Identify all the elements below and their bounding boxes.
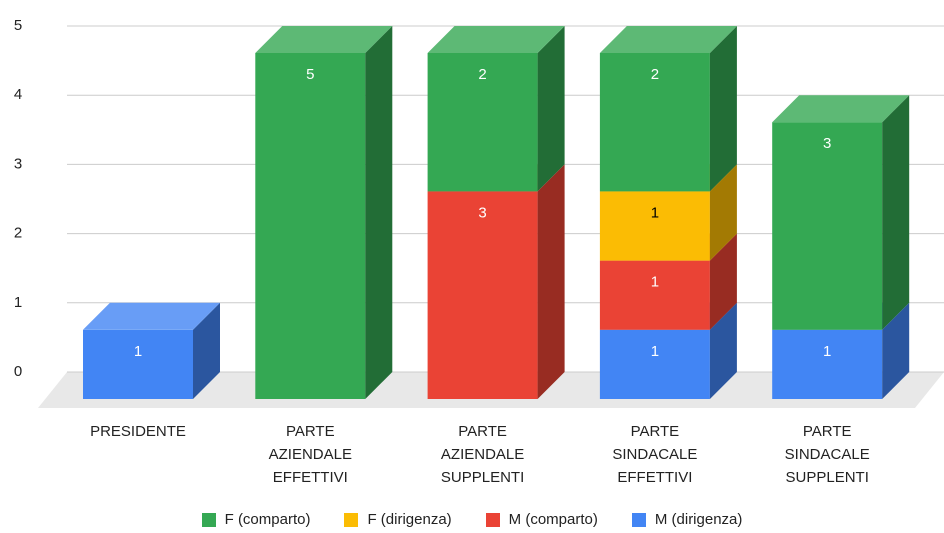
legend-swatch [631, 512, 646, 527]
legend-label: F (comparto) [224, 511, 311, 528]
data-label: 1 [651, 343, 659, 360]
y-tick-label: 2 [14, 225, 22, 242]
bar [427, 191, 538, 399]
x-tick-label: PRESIDENTE [90, 423, 186, 440]
data-label: 2 [651, 66, 659, 83]
bar-side [537, 164, 565, 399]
y-tick-label: 1 [14, 294, 22, 311]
y-tick-label: 4 [14, 86, 22, 103]
bar [772, 122, 883, 330]
legend-item: F (comparto) [201, 511, 311, 528]
legend-label: M (dirigenza) [654, 511, 743, 528]
bar-top [83, 302, 220, 330]
bar [772, 329, 883, 399]
bar-side [709, 302, 737, 399]
data-label: 3 [478, 204, 486, 221]
bar-side [365, 26, 393, 399]
bar-top [427, 26, 565, 53]
y-tick-label: 0 [14, 363, 22, 380]
legend-swatch [485, 512, 500, 527]
x-tick-label: PARTE SINDACALE SUPPLENTI [784, 423, 870, 486]
legend: F (comparto) F (dirigenza) M (comparto) M (… [0, 511, 944, 528]
bar-side [193, 302, 220, 399]
bar-top [255, 26, 393, 53]
legend-swatch [201, 512, 216, 527]
x-tick-label: PARTE SINDACALE EFFETTIVI [612, 423, 698, 486]
bar-top [772, 95, 910, 123]
bar-side [882, 302, 910, 399]
y-tick-label: 5 [14, 17, 22, 34]
bar [83, 329, 193, 399]
bar [255, 53, 366, 399]
bar [599, 260, 710, 330]
legend-label: M (comparto) [508, 511, 598, 528]
bar [599, 191, 710, 261]
bar-side [709, 26, 737, 192]
data-label: 1 [823, 343, 831, 360]
bar-side [537, 26, 565, 192]
bar [599, 329, 710, 399]
data-label: 3 [823, 135, 831, 152]
legend-item: M (comparto) [485, 511, 598, 528]
bar [427, 53, 538, 192]
data-label: 2 [478, 66, 486, 83]
data-label: 1 [651, 274, 659, 291]
y-tick-label: 3 [14, 155, 22, 172]
legend-swatch [344, 512, 359, 527]
bar-side [709, 233, 737, 330]
x-tick-label: PARTE AZIENDALE EFFETTIVI [268, 423, 352, 486]
legend-item: F (dirigenza) [344, 511, 452, 528]
bar [599, 53, 710, 192]
bar-side [709, 164, 737, 261]
data-label: 5 [306, 66, 314, 83]
legend-item: M (dirigenza) [631, 511, 743, 528]
x-tick-label: PARTE AZIENDALE SUPPLENTI [440, 423, 525, 486]
data-label: 1 [651, 204, 659, 221]
data-label: 1 [134, 343, 142, 360]
bar-side [882, 95, 910, 330]
bar-top [599, 26, 737, 53]
legend-label: F (dirigenza) [367, 511, 452, 528]
